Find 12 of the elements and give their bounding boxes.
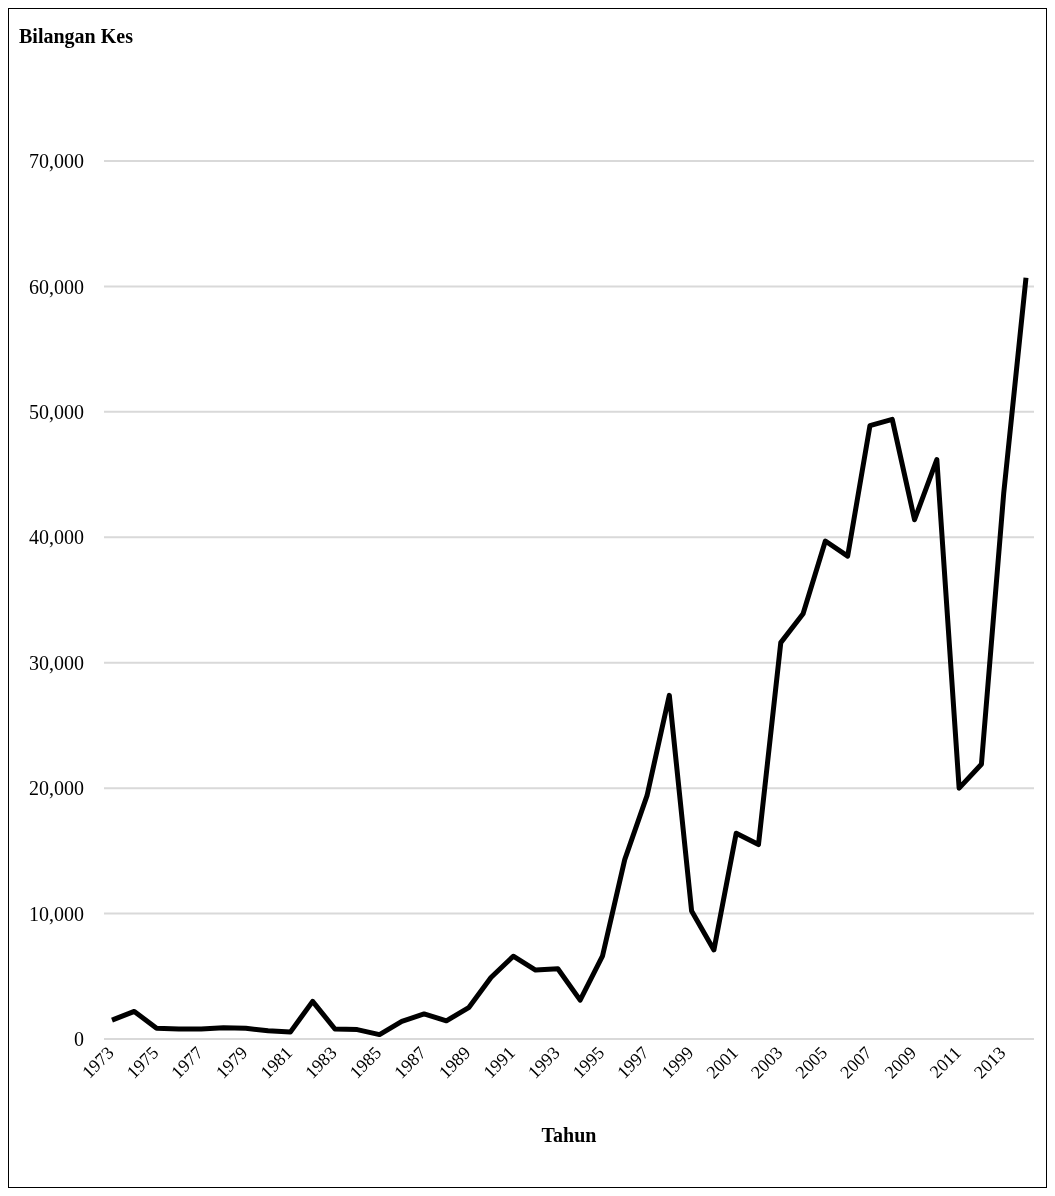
y-tick-label: 30,000: [29, 651, 84, 674]
x-tick-label: 1981: [256, 1042, 297, 1083]
y-tick-label: 20,000: [29, 777, 84, 800]
y-tick-label: 40,000: [29, 526, 84, 549]
y-tick-label: 50,000: [29, 400, 84, 423]
y-tick-label: 70,000: [29, 150, 84, 173]
y-tick-label: 60,000: [29, 275, 84, 298]
x-tick-label: 1991: [479, 1042, 520, 1083]
y-tick-label: 10,000: [29, 902, 84, 925]
y-tick-label: 0: [74, 1028, 84, 1051]
text: Bilangan Kes: [19, 25, 133, 48]
x-axis-title: Tahun: [540, 1124, 598, 1147]
